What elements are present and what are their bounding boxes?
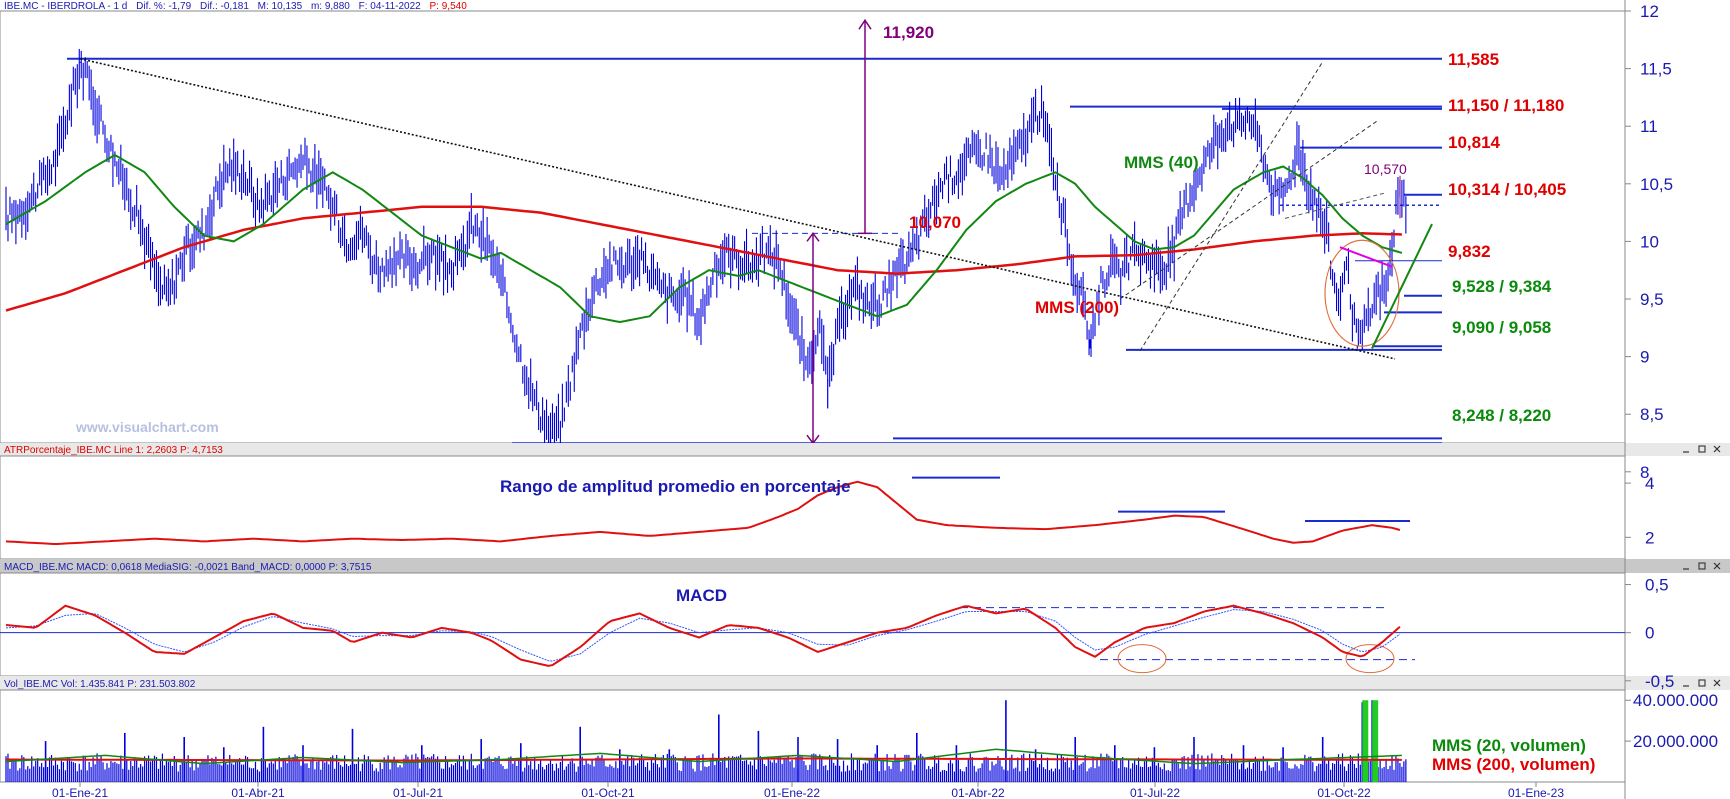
channel-upper-line (1139, 62, 1323, 352)
volume-y-tick-label: 40.000.000 (1633, 691, 1718, 710)
x-axis: 01-Ene-21 01-Abr-21 01-Jul-21 01-Oct-21 01-E… (52, 782, 1564, 799)
atr-header: ATRPorcentaje_IBE.MC Line 1: 2,2603 P: 4… (4, 445, 223, 456)
restore-icon[interactable] (1698, 445, 1706, 453)
target-label: 11,920 (883, 23, 934, 42)
macd-y-tick-label: 0,5 (1645, 576, 1669, 595)
volume-mms200-line (6, 757, 1402, 762)
volume-y-tick-label: 20.000.000 (1633, 732, 1718, 751)
price-y-tick-label: 9,5 (1640, 290, 1664, 309)
restore-icon[interactable] (1698, 562, 1706, 570)
level-label: 9,832 (1448, 242, 1491, 261)
price-y-tick-label: 8 (1640, 463, 1649, 482)
atr-title: Rango de amplitud promedio en porcentaje (500, 477, 850, 496)
mms200-label: MMS (200) (1035, 298, 1119, 317)
atr-header-bar (0, 443, 1730, 456)
mms40-label: MMS (40) (1124, 153, 1199, 172)
level-label: 10,814 (1448, 133, 1501, 152)
volume-header-bar (0, 676, 1730, 690)
volume-header: Vol_IBE.MC Vol: 1.435.841 P: 231.503.802 (4, 679, 196, 690)
macd-line (5, 604, 1401, 667)
price-y-tick-label: 10,5 (1640, 175, 1673, 194)
price-y-tick-label: 11,5 (1640, 60, 1672, 79)
x-tick-label: 01-Jul-22 (1130, 786, 1180, 799)
close-icon[interactable] (1713, 445, 1721, 453)
macd-low-ellipse (1345, 644, 1395, 674)
x-tick-label: 01-Ene-22 (764, 786, 820, 799)
x-tick-label: 01-Abr-21 (231, 786, 285, 799)
x-tick-label: 01-Jul-21 (393, 786, 443, 799)
level-label: 11,585 (1448, 50, 1499, 69)
macd-y-tick-label: -0,5 (1645, 672, 1674, 691)
macd-title: MACD (676, 586, 727, 605)
pattern-arrow-head-top (806, 232, 820, 242)
mms40-line (5, 153, 1403, 324)
macd-panel-frame (0, 572, 1626, 677)
price-y-tick-label: 10 (1640, 232, 1659, 251)
atr-y-axis: 42 (1625, 474, 1654, 547)
volume-mms20-line (5, 748, 1402, 765)
price-y-tick-label: 9 (1640, 348, 1649, 367)
x-tick-label: 01-Ene-21 (52, 786, 108, 799)
volume-bars (5, 700, 1407, 782)
macd-low-ellipse (1117, 644, 1167, 674)
x-tick-label: 01-Ene-23 (1508, 786, 1564, 799)
channel-lower-line (1119, 120, 1379, 300)
price-y-tick-label: 11 (1640, 117, 1658, 136)
price-annotations: 11,920 10,070 10,570 MMS (40) MMS (200) (883, 23, 1407, 317)
restore-icon[interactable] (1698, 679, 1706, 687)
legend-mms20-volume: MMS (20, volumen) (1432, 736, 1586, 755)
level-label: 9,528 / 9,384 (1452, 277, 1552, 296)
atr-y-tick-label: 4 (1645, 474, 1654, 493)
macd-header-bar (0, 559, 1730, 573)
wedge-line (1339, 246, 1393, 268)
high-10570-label: 10,570 (1364, 161, 1407, 177)
atr-line (5, 480, 1401, 545)
close-icon[interactable] (1713, 679, 1721, 687)
price-header: IBE.MC - IBERDROLA - 1 d Dif. %: -1,79 D… (4, 1, 467, 12)
pattern-arrow-head-bottom (806, 434, 820, 443)
legend-mms200-volume: MMS (200, volumen) (1432, 755, 1595, 774)
atr-y-tick-label: 2 (1645, 528, 1654, 547)
price-y-axis: 12 11,5 11 10,5 10 9,5 9 8,5 8 (1625, 2, 1673, 482)
trend-lines (80, 18, 1433, 443)
level-label: 9,090 / 9,058 (1452, 318, 1551, 337)
price-y-tick-label: 8,5 (1640, 405, 1664, 424)
macd-header: MACD_IBE.MC MACD: 0,0618 MediaSIG: -0,00… (4, 562, 372, 573)
atr-panel-frame (0, 455, 1626, 560)
x-tick-label: 01-Oct-21 (581, 786, 635, 799)
close-icon[interactable] (1713, 562, 1721, 570)
level-label: 10,314 / 10,405 (1448, 180, 1566, 199)
macd-y-tick-label: 0 (1645, 624, 1654, 643)
target-arrow-head (858, 18, 872, 30)
volume-highlight-bar (1362, 700, 1369, 782)
atr-guides (912, 476, 1410, 523)
mms200-line (5, 205, 1402, 312)
panel-window-controls (1683, 445, 1721, 687)
level-label: 11,150 / 11,180 (1448, 96, 1564, 115)
volume-y-axis: 40.000.000 20.000.000 (1625, 691, 1718, 751)
level-10070-label: 10,070 (909, 213, 961, 232)
macd-signal-line (5, 609, 1401, 662)
support-resistance-lines (67, 57, 1442, 443)
price-y-tick-label: 12 (1640, 2, 1659, 21)
support-trendline (1371, 223, 1433, 349)
volume-highlight-bar (1372, 700, 1379, 782)
x-tick-label: 01-Oct-22 (1317, 786, 1371, 799)
x-tick-label: 01-Abr-22 (951, 786, 1005, 799)
channel-mid-line (1284, 192, 1386, 219)
watermark: www.visualchart.com (75, 419, 219, 435)
macd-y-axis: 0,5 0 -0,5 (1625, 576, 1674, 691)
level-label: 8,248 / 8,220 (1452, 406, 1551, 425)
macd-guides (0, 607, 1625, 674)
level-labels: 11,585 11,150 / 11,180 10,814 10,314 / 10,4… (1448, 50, 1566, 425)
downtrend-line (80, 58, 1396, 360)
